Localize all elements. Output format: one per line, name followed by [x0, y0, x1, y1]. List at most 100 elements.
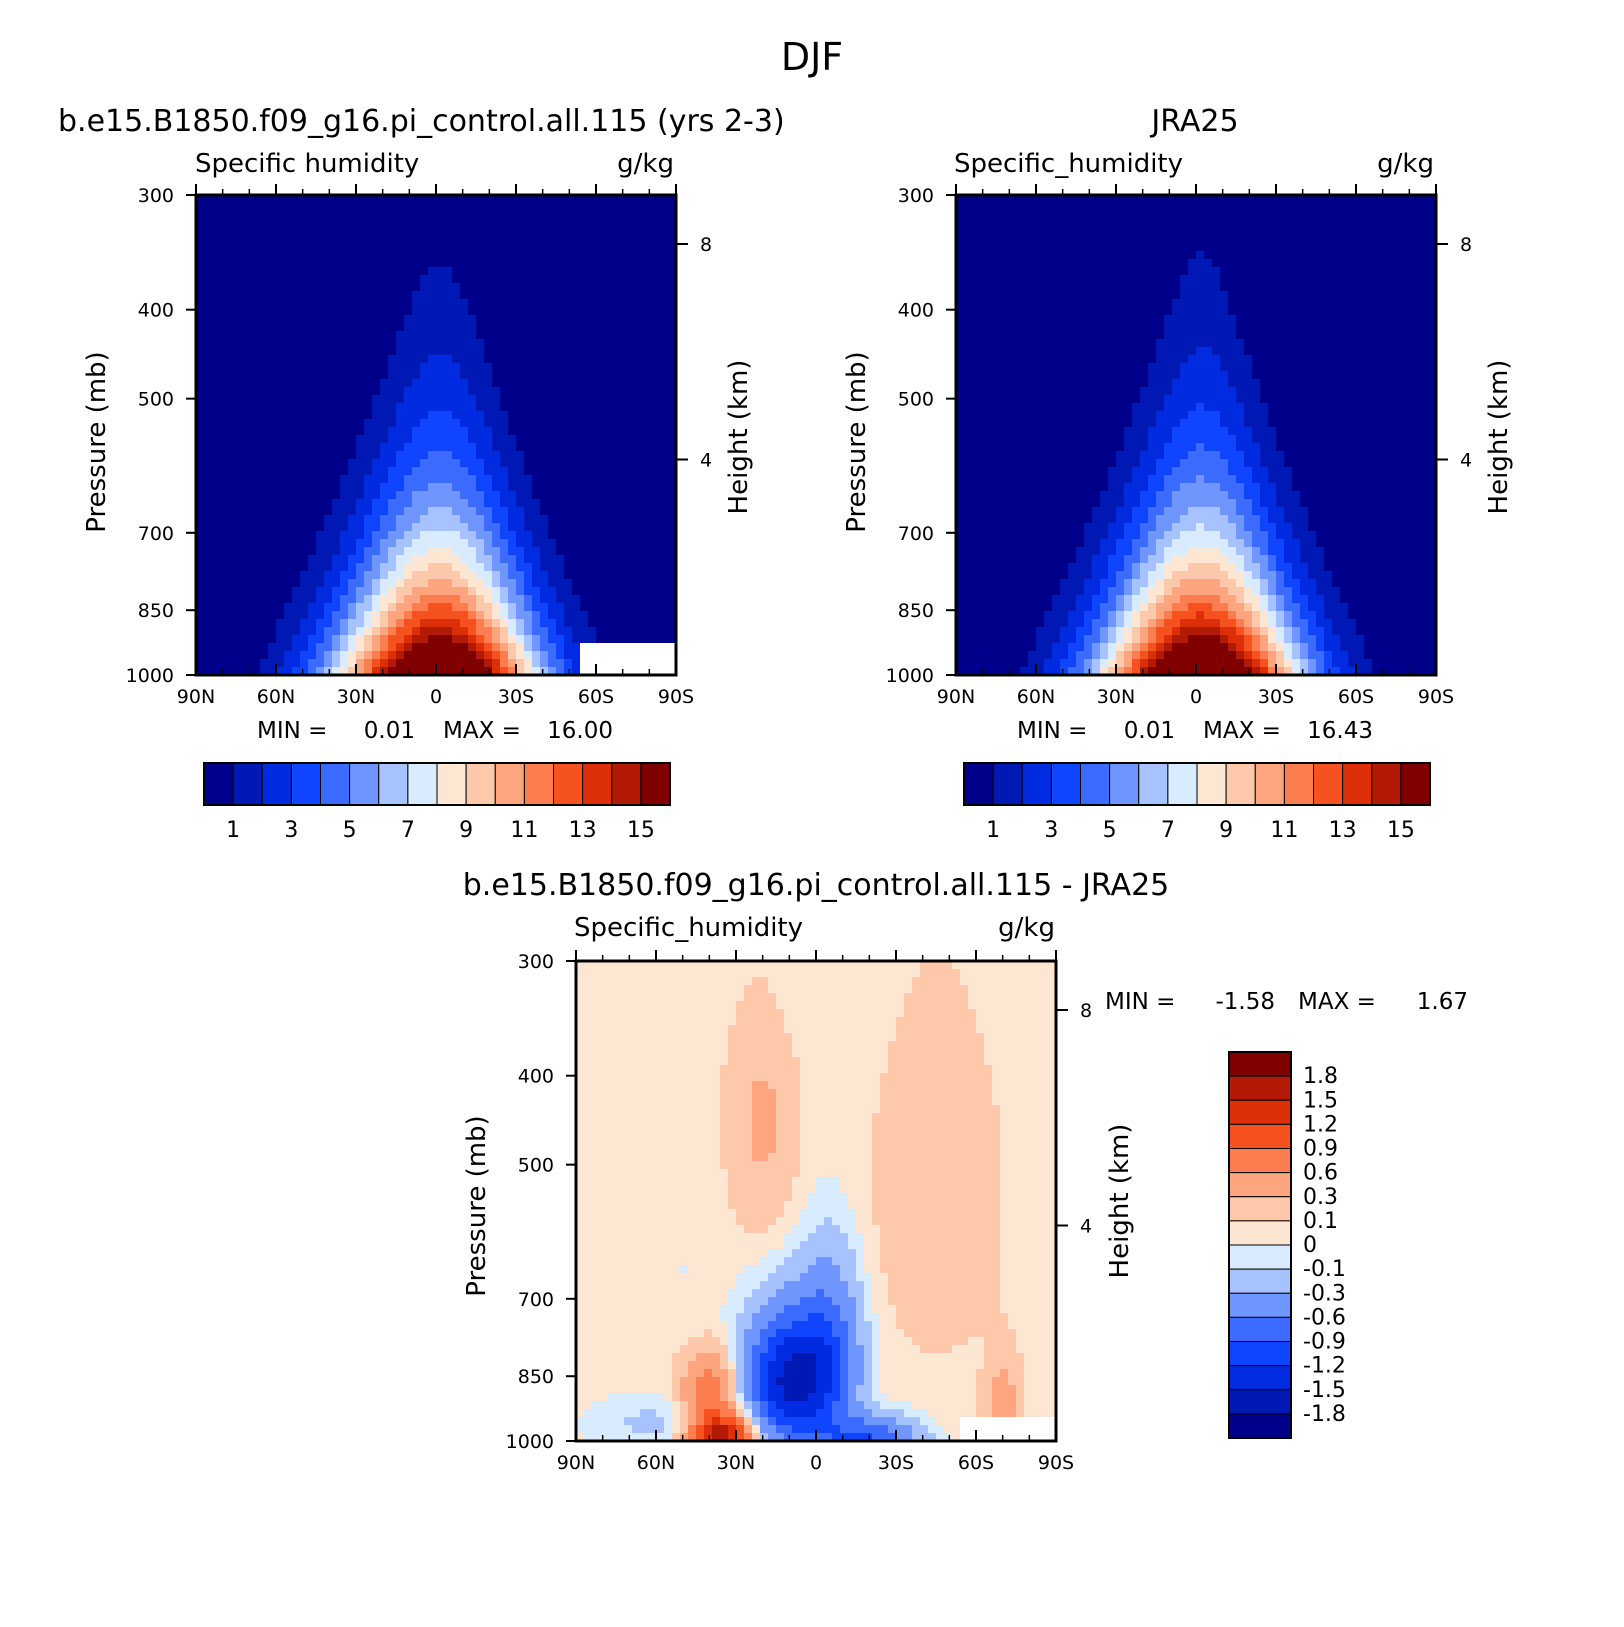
- field-cell: [460, 475, 469, 484]
- field-cell: [252, 467, 261, 476]
- field-cell: [468, 291, 477, 300]
- field-cell: [196, 619, 205, 628]
- field-cell: [508, 571, 517, 580]
- field-cell: [292, 307, 301, 316]
- field-cell: [524, 627, 533, 636]
- field-cell: [348, 507, 357, 516]
- field-cell: [492, 419, 501, 428]
- field-cell: [500, 619, 509, 628]
- field-cell: [1244, 291, 1253, 300]
- field-cell: [524, 595, 533, 604]
- field-cell: [212, 667, 221, 676]
- field-cell: [476, 483, 485, 492]
- field-cell: [1188, 283, 1197, 292]
- field-cell: [300, 603, 309, 612]
- field-cell: [260, 211, 269, 220]
- field-cell: [324, 395, 333, 404]
- field-cell: [1284, 203, 1293, 212]
- field-cell: [580, 635, 589, 644]
- field-cell: [1340, 203, 1349, 212]
- field-cell: [1020, 291, 1029, 300]
- field-cell: [196, 515, 205, 524]
- field-cell: [284, 235, 293, 244]
- field-cell: [1084, 251, 1093, 260]
- field-cell: [516, 331, 525, 340]
- field-cell: [524, 531, 533, 540]
- field-cell: [580, 323, 589, 332]
- field-cell: [228, 243, 237, 252]
- field-cell: [1396, 195, 1405, 204]
- field-cell: [1428, 299, 1437, 308]
- field-cell: [556, 331, 565, 340]
- field-cell: [580, 419, 589, 428]
- field-cell: [1428, 251, 1437, 260]
- field-cell: [340, 451, 349, 460]
- field-cell: [268, 243, 277, 252]
- field-cell: [356, 435, 365, 444]
- field-cell: [580, 243, 589, 252]
- field-cell: [1252, 347, 1261, 356]
- field-cell: [972, 291, 981, 300]
- field-cell: [436, 259, 445, 268]
- field-cell: [956, 275, 965, 284]
- field-cell: [1284, 323, 1293, 332]
- field-cell: [468, 227, 477, 236]
- field-cell: [1116, 275, 1125, 284]
- field-cell: [1268, 235, 1277, 244]
- field-cell: [228, 283, 237, 292]
- field-cell: [516, 251, 525, 260]
- field-cell: [228, 531, 237, 540]
- field-cell: [220, 483, 229, 492]
- field-cell: [196, 259, 205, 268]
- field-cell: [1188, 235, 1197, 244]
- field-cell: [300, 627, 309, 636]
- field-cell: [644, 635, 653, 644]
- field-cell: [516, 563, 525, 572]
- field-cell: [388, 579, 397, 588]
- field-cell: [396, 331, 405, 340]
- field-cell: [212, 531, 221, 540]
- field-cell: [260, 667, 269, 676]
- field-cell: [212, 259, 221, 268]
- field-cell: [236, 635, 245, 644]
- max-value: 16.43: [1307, 718, 1373, 744]
- field-cell: [372, 643, 381, 652]
- field-cell: [420, 291, 429, 300]
- field-cell: [468, 523, 477, 532]
- field-cell: [516, 523, 525, 532]
- field-cell: [468, 363, 477, 372]
- field-cell: [492, 339, 501, 348]
- field-cell: [980, 243, 989, 252]
- field-cell: [1380, 291, 1389, 300]
- field-cell: [588, 211, 597, 220]
- field-cell: [612, 275, 621, 284]
- field-cell: [508, 275, 517, 284]
- field-cell: [1372, 227, 1381, 236]
- field-cell: [540, 195, 549, 204]
- field-cell: [1012, 339, 1021, 348]
- field-cell: [660, 563, 669, 572]
- field-cell: [636, 227, 645, 236]
- field-cell: [388, 267, 397, 276]
- field-cell: [588, 539, 597, 548]
- field-cell: [996, 299, 1005, 308]
- field-cell: [1100, 323, 1109, 332]
- field-cell: [1236, 203, 1245, 212]
- field-cell: [1180, 339, 1189, 348]
- field-cell: [236, 219, 245, 228]
- field-cell: [564, 531, 573, 540]
- field-cell: [1020, 235, 1029, 244]
- field-cell: [556, 227, 565, 236]
- field-cell: [580, 299, 589, 308]
- field-cell: [356, 611, 365, 620]
- field-cell: [252, 267, 261, 276]
- field-cell: [308, 195, 317, 204]
- field-cell: [252, 571, 261, 580]
- field-cell: [1372, 235, 1381, 244]
- field-cell: [396, 235, 405, 244]
- field-cell: [308, 227, 317, 236]
- field-cell: [1284, 283, 1293, 292]
- field-cell: [508, 227, 517, 236]
- field-cell: [1132, 291, 1141, 300]
- field-cell: [404, 331, 413, 340]
